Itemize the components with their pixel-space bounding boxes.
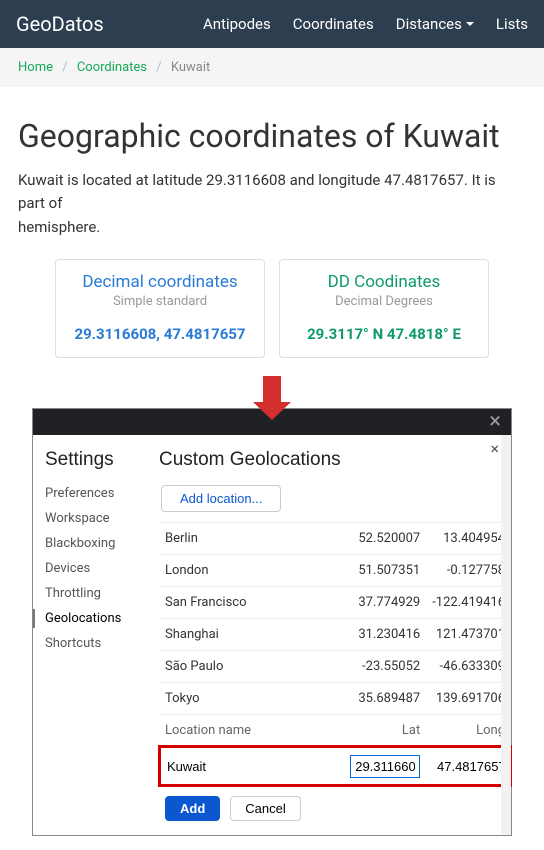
decimal-card-coords: 29.3116608, 47.4817657 (64, 325, 256, 343)
dd-card-coords: 29.3117° N 47.4818° E (288, 325, 480, 343)
decimal-card-title: Decimal coordinates (64, 272, 256, 292)
table-row[interactable]: Shanghai31.230416121.473701 (159, 618, 511, 650)
table-row[interactable]: London51.507351-0.127758 (159, 554, 511, 586)
cell-lng: 139.691706 (426, 682, 511, 714)
locations-table: Berlin52.52000713.404954London51.507351-… (159, 522, 511, 786)
cell-lat: 35.689487 (344, 682, 426, 714)
cell-lat: 37.774929 (344, 586, 426, 618)
close-icon[interactable]: × (489, 411, 501, 433)
cell-name: Tokyo (159, 682, 344, 714)
sidebar-item[interactable]: Workspace (45, 506, 141, 531)
nav-item[interactable]: Coordinates (293, 15, 374, 33)
locations-tbody: Berlin52.52000713.404954London51.507351-… (159, 522, 511, 714)
cell-name: San Francisco (159, 586, 344, 618)
settings-heading: Settings (45, 449, 141, 471)
page-title: Geographic coordinates of Kuwait (18, 117, 526, 155)
cell-lng: -122.419416 (426, 586, 511, 618)
cell-lng: 121.473701 (426, 618, 511, 650)
add-location-button[interactable]: Add location... (161, 485, 281, 512)
cell-lng: 13.404954 (426, 522, 511, 554)
dd-card: DD Coodinates Decimal Degrees 29.3117° N… (279, 259, 489, 358)
input-row (159, 746, 511, 786)
devtools-panel: × Settings PreferencesWorkspaceBlackboxi… (32, 408, 512, 836)
col-lng: Long (426, 714, 511, 746)
nav-item[interactable]: Lists (496, 15, 528, 33)
table-row[interactable]: San Francisco37.774929-122.419416 (159, 586, 511, 618)
sidebar-item[interactable]: Throttling (45, 581, 141, 606)
sidebar-item[interactable]: Shortcuts (45, 631, 141, 656)
cell-lat: 52.520007 (344, 522, 426, 554)
lead-text: Kuwait is located at latitude 29.3116608… (18, 169, 526, 239)
nav-item[interactable]: Antipodes (203, 15, 271, 33)
settings-sidebar: Settings PreferencesWorkspaceBlackboxing… (33, 435, 153, 835)
main-title: Custom Geolocations (159, 449, 511, 471)
nav-items: Antipodes Coordinates Distances Lists (203, 15, 528, 33)
breadcrumb-home[interactable]: Home (18, 60, 53, 75)
coord-cards: Decimal coordinates Simple standard 29.3… (18, 259, 526, 358)
scrollbar[interactable] (501, 435, 511, 835)
cell-lng: -0.127758 (426, 554, 511, 586)
table-row[interactable]: São Paulo-23.55052-46.633309 (159, 650, 511, 682)
cancel-button[interactable]: Cancel (230, 796, 300, 821)
cell-name: Shanghai (159, 618, 344, 650)
settings-list: PreferencesWorkspaceBlackboxingDevicesTh… (45, 481, 141, 656)
cell-name: Berlin (159, 522, 344, 554)
chevron-down-icon (466, 22, 474, 26)
nav-item[interactable]: Distances (396, 15, 474, 33)
breadcrumb-sep: / (156, 60, 161, 75)
sidebar-item[interactable]: Preferences (45, 481, 141, 506)
dd-card-title: DD Coodinates (288, 272, 480, 292)
lng-input[interactable] (435, 756, 505, 777)
col-name: Location name (159, 714, 344, 746)
cell-name: São Paulo (159, 650, 344, 682)
dd-card-sub: Decimal Degrees (288, 294, 480, 309)
table-row[interactable]: Berlin52.52000713.404954 (159, 522, 511, 554)
arrow-indicator (0, 376, 544, 402)
breadcrumb-mid[interactable]: Coordinates (77, 60, 147, 75)
col-lat: Lat (344, 714, 426, 746)
sidebar-item[interactable]: Devices (45, 556, 141, 581)
brand[interactable]: GeoDatos (16, 12, 203, 36)
cell-name: London (159, 554, 344, 586)
sidebar-item[interactable]: Geolocations (45, 606, 141, 631)
cell-lat: -23.55052 (344, 650, 426, 682)
close-icon[interactable]: × (490, 439, 499, 458)
breadcrumb-sep: / (62, 60, 67, 75)
table-row[interactable]: Tokyo35.689487139.691706 (159, 682, 511, 714)
breadcrumb-leaf: Kuwait (171, 60, 210, 75)
top-nav: GeoDatos Antipodes Coordinates Distances Li… (0, 0, 544, 48)
arrow-icon (263, 376, 281, 402)
location-name-input[interactable] (165, 755, 338, 778)
decimal-card: Decimal coordinates Simple standard 29.3… (55, 259, 265, 358)
cell-lng: -46.633309 (426, 650, 511, 682)
settings-main: × Custom Geolocations Add location... Be… (153, 435, 511, 835)
breadcrumb: Home / Coordinates / Kuwait (0, 48, 544, 91)
cell-lat: 31.230416 (344, 618, 426, 650)
cell-lat: 51.507351 (344, 554, 426, 586)
sidebar-item[interactable]: Blackboxing (45, 531, 141, 556)
decimal-card-sub: Simple standard (64, 294, 256, 309)
lat-input[interactable] (350, 755, 420, 778)
add-button[interactable]: Add (165, 796, 220, 821)
